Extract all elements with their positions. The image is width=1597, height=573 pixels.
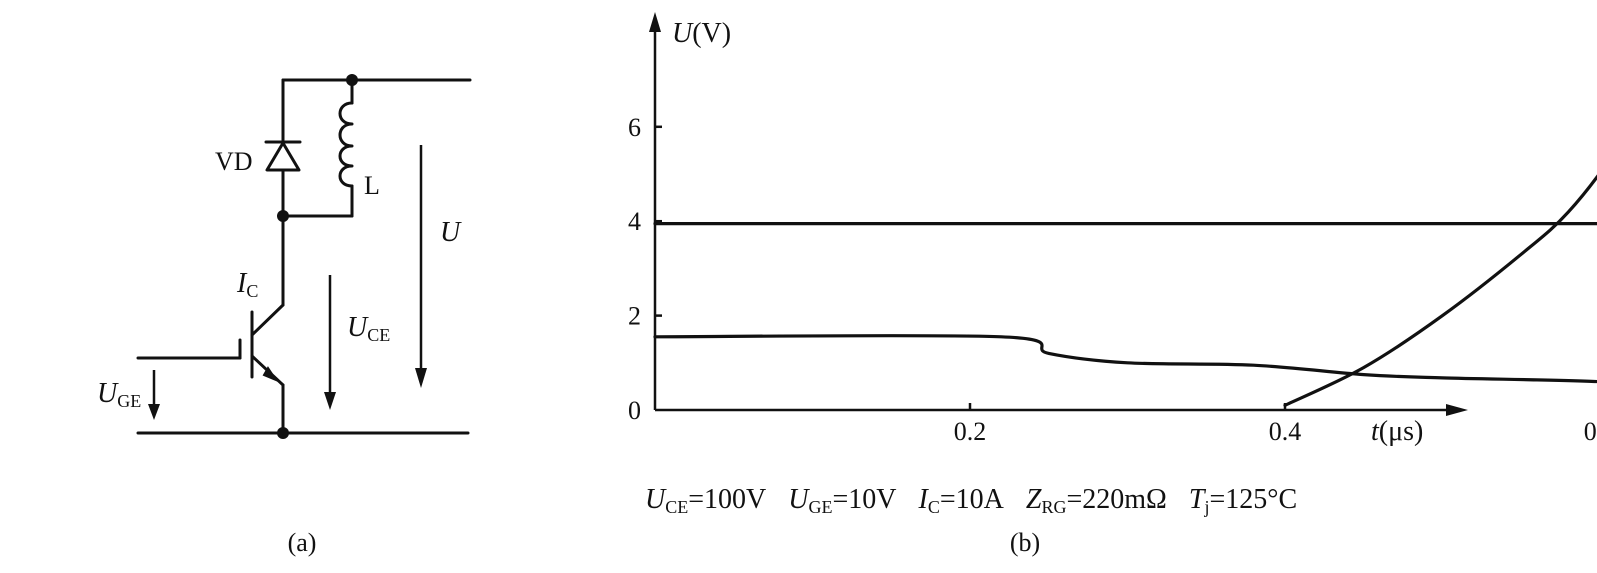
voltage-u-label: U <box>440 217 462 248</box>
condition-subscript: C <box>928 497 940 517</box>
y-tick-label: 6 <box>628 113 641 142</box>
condition-symbol: I <box>918 484 930 515</box>
condition-value: =125°C <box>1209 484 1297 515</box>
test-conditions: UCE=100V UGE=10V IC=10A ZRG=220mΩ Tj=125°C <box>645 484 1297 517</box>
condition-subscript: RG <box>1041 497 1066 517</box>
y-axis <box>649 12 661 410</box>
igbt-symbol <box>136 303 285 435</box>
y-ticks: 0 2 4 6 <box>628 113 662 425</box>
circuit-diagram: VD L U IC UCE UGE (a) <box>97 74 472 557</box>
series-layer <box>653 174 1597 407</box>
y-tick-label: 4 <box>628 207 641 236</box>
condition-symbol: T <box>1189 484 1207 515</box>
uce-arrow <box>324 275 336 410</box>
x-tick-label: 0.6 <box>1584 417 1597 446</box>
diode-symbol <box>264 140 302 218</box>
condition-symbol: Z <box>1026 484 1042 515</box>
gate-voltage-curve <box>653 334 1597 384</box>
y-tick-label: 2 <box>628 302 641 331</box>
y-axis-label: U(V) <box>672 18 731 49</box>
x-tick-label: 0.4 <box>1269 417 1302 446</box>
inductor-label: L <box>364 171 380 200</box>
condition-subscript: GE <box>809 497 833 517</box>
condition-subscript: CE <box>665 497 688 517</box>
condition-symbol: U <box>645 484 667 515</box>
caption-b: (b) <box>1010 528 1040 557</box>
x-axis <box>655 404 1468 416</box>
collector-voltage-curve <box>1283 174 1597 407</box>
uce-label: UCE <box>347 312 390 345</box>
condition-value: =10A <box>940 484 1005 515</box>
condition-value: =220mΩ <box>1066 484 1166 515</box>
uge-label: UGE <box>97 378 141 411</box>
x-tick-label: 0.2 <box>954 417 987 446</box>
u-arrow <box>415 145 427 388</box>
condition-subscript: j <box>1203 497 1209 517</box>
x-ticks: 0.20.40.60.81.01.2 <box>954 403 1597 446</box>
x-axis-label: t(μs) <box>1371 416 1423 447</box>
diode-label: VD <box>215 147 253 176</box>
caption-a: (a) <box>288 528 317 557</box>
node-top <box>346 74 358 86</box>
condition-symbol: U <box>788 484 810 515</box>
condition-value: =10V <box>833 484 897 515</box>
uge-arrow <box>148 370 160 420</box>
collector-current-label: IC <box>236 268 258 301</box>
current-curve <box>653 222 1597 226</box>
condition-value: =100V <box>688 484 766 515</box>
inductor-symbol <box>338 78 354 218</box>
y-tick-label: 0 <box>628 396 641 425</box>
